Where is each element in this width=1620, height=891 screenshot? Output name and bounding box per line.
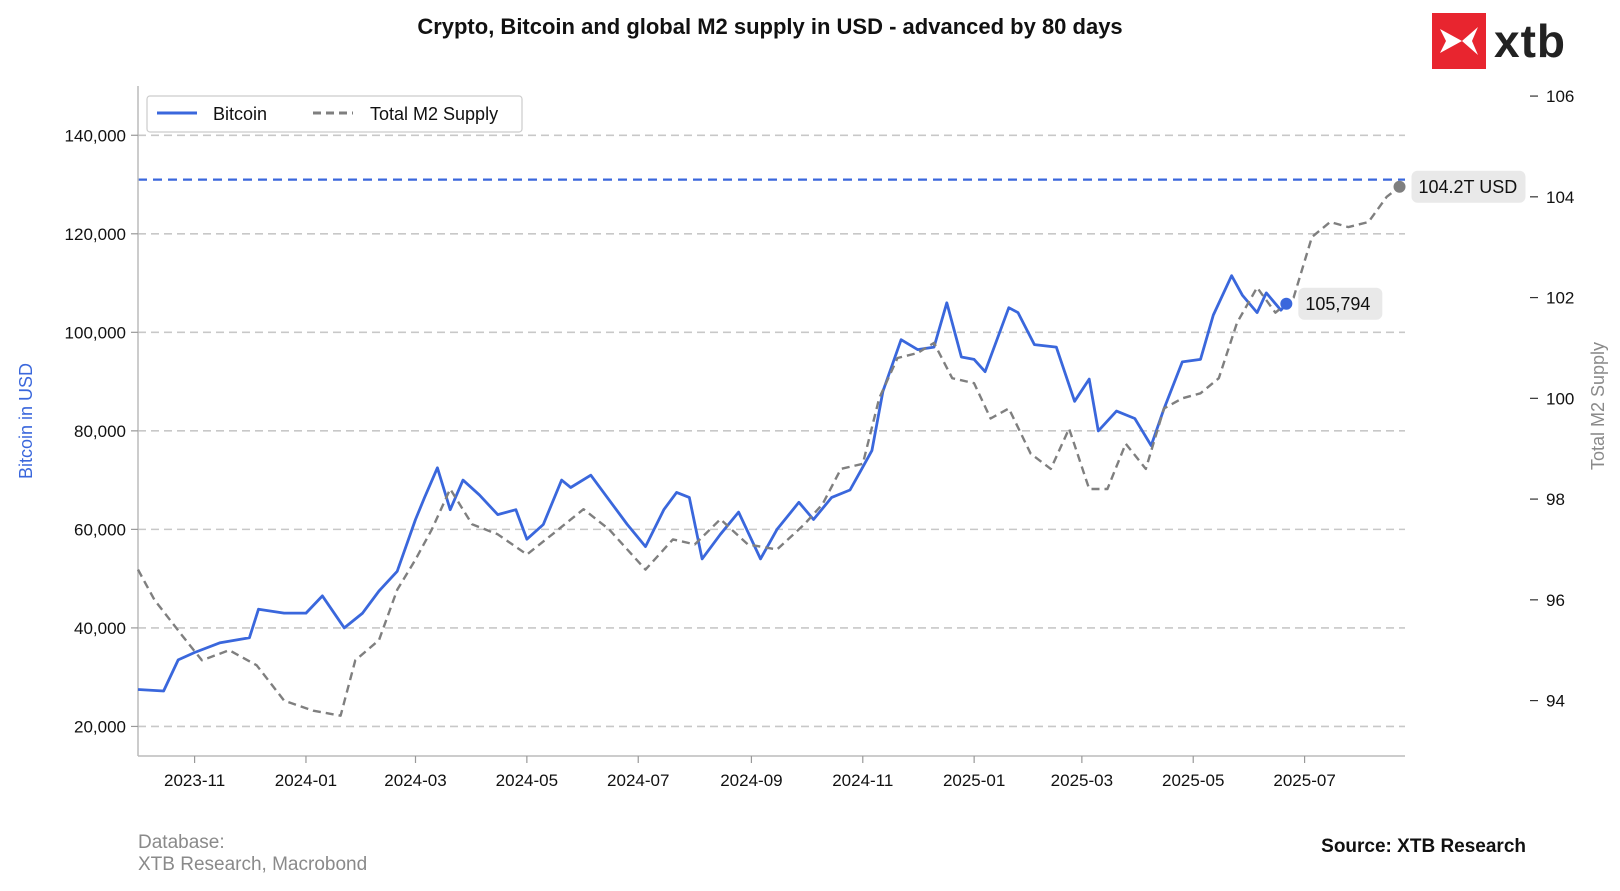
xtb-logo-icon	[1432, 13, 1486, 69]
y-tick-label: 40,000	[74, 619, 126, 638]
grid-lines	[138, 134, 1405, 728]
legend-label-m2: Total M2 Supply	[370, 104, 498, 124]
y2-tick-label: 94	[1546, 692, 1565, 711]
database-note: Database: XTB Research, Macrobond	[138, 832, 367, 876]
y-tick-label: 60,000	[74, 520, 126, 539]
series-line-m2	[136, 185, 1401, 717]
end-annotations: 105,794 104.2T USD	[1280, 170, 1526, 320]
end-label-box-bitcoin	[1298, 287, 1383, 320]
x-tick-label: 2025-07	[1273, 771, 1335, 790]
x-tick-label: 2024-07	[607, 771, 669, 790]
legend-label-bitcoin: Bitcoin	[213, 104, 267, 124]
y-tick-label: 20,000	[74, 717, 126, 736]
x-tick-label: 2025-03	[1051, 771, 1113, 790]
end-point-m2	[1393, 180, 1406, 193]
right-y-axis-label: Total M2 Supply	[1588, 342, 1608, 470]
end-label-m2: 104.2T USD	[1419, 177, 1518, 197]
legend-box	[146, 95, 523, 133]
x-tick-label: 2023-11	[164, 771, 225, 790]
x-tick-label: 2025-05	[1162, 771, 1224, 790]
right-y-axis-ticks: 94 96 98 100 102 104 106	[1530, 87, 1574, 711]
y-tick-label: 80,000	[74, 422, 126, 441]
xtb-logo: xtb	[1432, 13, 1582, 69]
end-label-bitcoin: 105,794	[1305, 294, 1370, 314]
legend: Bitcoin Total M2 Supply	[146, 95, 523, 133]
series-line-bitcoin	[137, 274, 1288, 693]
x-axis-ticks: 2023-11 2024-01 2024-03 2024-05 2024-07 2024-…	[164, 756, 1336, 790]
y2-tick-label: 96	[1546, 591, 1565, 610]
x-tick-label: 2024-05	[496, 771, 558, 790]
left-y-axis-ticks: 20,000 40,000 60,000 80,000 100,000 120,000 14…	[65, 126, 138, 736]
source-note: Source: XTB Research	[1321, 836, 1526, 857]
y2-tick-label: 106	[1546, 87, 1574, 106]
x-tick-label: 2024-09	[720, 771, 782, 790]
y-tick-label: 120,000	[65, 225, 126, 244]
axes	[137, 86, 1405, 757]
left-y-axis-label: Bitcoin in USD	[16, 363, 36, 479]
end-label-box-m2	[1411, 170, 1526, 203]
end-point-bitcoin	[1280, 297, 1293, 310]
y-tick-label: 100,000	[65, 323, 126, 342]
y2-tick-label: 100	[1546, 389, 1574, 408]
y2-tick-label: 104	[1546, 188, 1574, 207]
series-lines	[136, 185, 1401, 717]
database-label: Database:	[138, 832, 225, 853]
y-tick-label: 140,000	[65, 126, 126, 145]
y2-tick-label: 98	[1546, 490, 1565, 509]
y2-tick-label: 102	[1546, 289, 1574, 308]
x-tick-label: 2024-11	[832, 771, 893, 790]
chart-title: Crypto, Bitcoin and global M2 supply in …	[417, 14, 1123, 39]
xtb-logo-text: xtb	[1494, 15, 1566, 67]
x-tick-label: 2024-01	[275, 771, 337, 790]
x-tick-label: 2025-01	[943, 771, 1005, 790]
database-value: XTB Research, Macrobond	[138, 854, 368, 875]
x-tick-label: 2024-03	[384, 771, 446, 790]
